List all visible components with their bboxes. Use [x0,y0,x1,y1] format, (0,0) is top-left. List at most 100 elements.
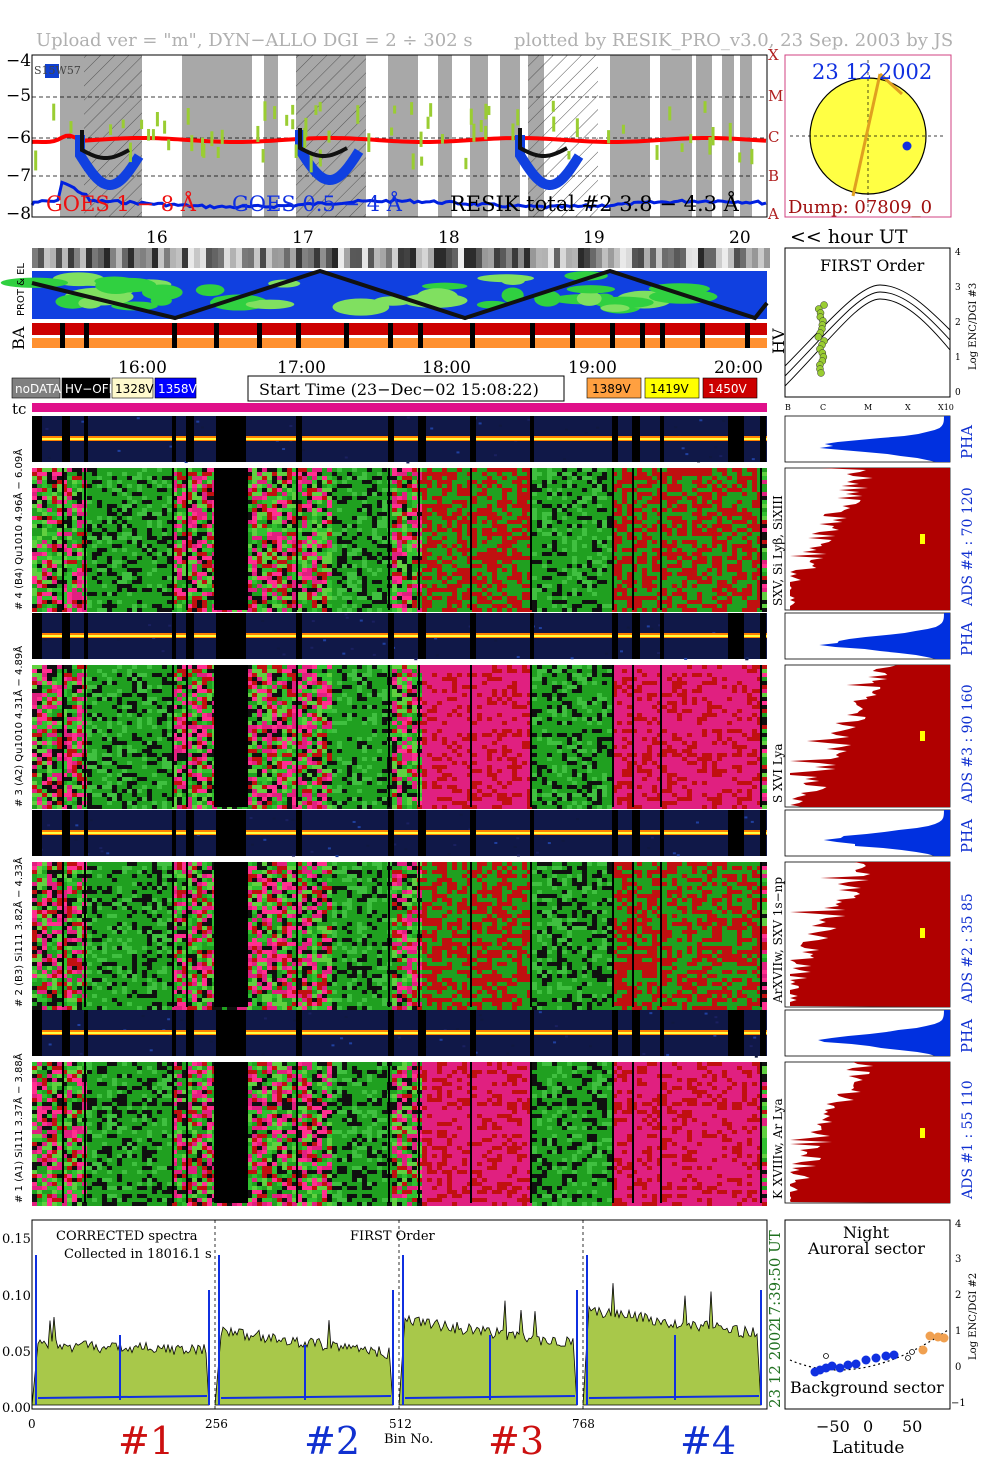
goes-ytick-0: −4 [6,51,31,71]
hour-tick-17: 17 [292,228,314,248]
channel-2: # 2 (B3) Si111 3.82Å − 4.33ÅPHAArXVIIw, … [12,810,976,1010]
label-ba: BA [9,326,28,350]
spectrum-collected: Collected in 18016.1 s [64,1247,212,1262]
header-plotted: plotted by RESIK_PRO_v3.0, 23 Sep. 2003 … [514,30,953,51]
channel-ads-2: ADS #2 : 35 85 [960,893,976,1004]
legend-label-left-2: 1328V [115,382,155,396]
legend-label-left-3: 1358V [158,382,198,396]
start-time: Start Time (23−Dec−02 15:08:22) [259,380,539,399]
channel-pha-1: PHA [958,1019,976,1053]
channel-ads-3: ADS #3 : 90 160 [960,684,976,804]
channel-lines-4: SXV, Si Lyβ, SiXIII [771,495,785,606]
time-tick-1600: 16:00 [118,358,167,378]
label-prot-el: PROT & EL [16,263,27,316]
lat-ytick-4: 4 [955,1219,961,1230]
latitude-panel: Night Auroral sector Background sector −… [785,1219,979,1458]
sun-date: 23 12 2002 [812,60,932,84]
legend-label-left-0: noDATA [15,382,62,396]
lat-title-auroral: Auroral sector [807,1239,925,1258]
label-tc: tc [12,400,26,418]
hour-tick-16: 16 [146,228,168,248]
fo-ytick-4: 4 [955,248,961,258]
lat-xtick-m50: −50 [816,1417,850,1436]
lat-ytick-1: 1 [955,1326,961,1337]
hour-tick-20: 20 [729,228,751,248]
goes-ytick-3: −7 [6,166,31,186]
spec-ytick-015: 0.15 [2,1232,31,1247]
spec-xlabel: Bin No. [384,1432,433,1447]
legend-label-right-2: 1450V [708,382,748,396]
fo-ytick-3: 3 [955,283,961,293]
orbit-panel: PROT & EL BA HV [1,248,788,354]
legend-goes-short: GOES 0.5 − 4 Å [232,191,403,216]
channel-lines-3: S XVI Lya [771,744,785,804]
spec-ytick-000: 0.00 [2,1401,31,1416]
channel-pha-4: PHA [958,425,976,459]
lat-ylabel: Log ENC/DGI #2 [968,1273,979,1360]
lat-ytick-m1: −1 [951,1398,966,1409]
channel-stack: # 4 (B4) Qu1010 4.96Å − 6.09Å PHA SXV, Si … [12,416,976,1206]
spec-ytick-005: 0.05 [2,1345,31,1360]
spec-ytick-010: 0.10 [2,1289,31,1304]
tc-bar [32,403,767,412]
spec-xtick-256: 256 [205,1417,228,1431]
goes-ytick-4: −8 [6,204,31,224]
lat-ytick-0: 0 [955,1362,961,1373]
channel-pha-3: PHA [958,622,976,656]
spectrum-panel: CORRECTED spectra Collected in 18016.1 s… [2,1220,784,1463]
sun-dump: Dump: 07809_0 [788,197,932,218]
lat-xlabel: Latitude [832,1438,904,1458]
goes-class-b: B [768,167,779,185]
channel-label-4: #4 [680,1419,736,1463]
legend-resik: RESIK total #2 3.8 − 4.3 Å [450,191,740,216]
goes-class-x: X [768,46,779,64]
channel-label-3: #3 [488,1419,544,1463]
hour-tick-19: 19 [583,228,605,248]
hour-axis: 16 17 18 19 20 << hour UT [146,226,908,248]
time-tick-1800: 18:00 [422,358,471,378]
lat-ytick-3: 3 [955,1254,961,1265]
spectrum-title: CORRECTED spectra [56,1229,198,1244]
fo-xtick-c: C [820,403,826,412]
time-tick-1700: 17:00 [277,358,326,378]
spec-date: 23 12 2002 [766,1322,784,1408]
channel-1: # 1 (A1) Si111 3.37Å − 3.88Å PHA K XVIIIw,… [12,1010,976,1206]
channel-label-1: #1 [118,1419,174,1463]
channel-4: # 4 (B4) Qu1010 4.96Å − 6.09Å PHA SXV, Si … [12,416,976,612]
fo-ytick-0: 0 [955,388,961,398]
legend-row: noDATA HV−OFF 1328V 1358V Start Time (23−De… [12,376,767,418]
lat-xtick-50: 50 [902,1417,922,1436]
legend-label-right-1: 1419V [650,382,690,396]
flare-location [903,142,912,151]
goes-class-c: C [768,128,779,146]
channel-3: # 3 (A2) Qu1010 4.31Å − 4.89Å PHA S XVI Ly… [12,613,976,809]
sun-disc-panel: 23 12 2002 Dump: 07809_0 [785,55,951,218]
spectrum-order: FIRST Order [350,1229,436,1244]
fo-ylabel: Log ENC/DGI #3 [968,283,979,370]
hour-tick-18: 18 [438,228,460,248]
channel-label-4: # 4 (B4) Qu1010 4.96Å − 6.09Å [12,449,25,610]
channel-ads-4: ADS #4 : 70 120 [960,487,976,607]
fo-xtick-m: M [864,403,872,412]
lat-title-background: Background sector [790,1378,944,1397]
lat-xtick-0: 0 [863,1417,873,1436]
channel-lines-1: K XVIIIw, Ar Lya [771,1098,785,1199]
legend-label-left-1: HV−OFF [65,382,116,396]
goes-ytick-2: −6 [6,128,31,148]
goes-ytick-1: −5 [6,86,31,106]
legend-label-right-0: 1389V [592,382,632,396]
first-order-title: FIRST Order [820,256,925,275]
channel-pha-2: PHA [958,819,976,853]
fo-xtick-x: X [905,403,911,412]
fo-ytick-2: 2 [955,318,961,328]
header-upload: Upload ver = "m", DYN−ALLO DGI = 2 ÷ 302… [36,30,473,51]
spec-xtick-768: 768 [572,1417,595,1431]
time-axis: 16:00 17:00 18:00 19:00 20:00 [118,358,763,378]
spec-time: 17:39:50 UT [766,1230,784,1325]
spec-xtick-0: 0 [28,1417,36,1431]
channel-label-1: # 1 (A1) Si111 3.37Å − 3.88Å [12,1053,25,1203]
channel-label-3: # 3 (A2) Qu1010 4.31Å − 4.89Å [12,646,25,807]
channel-lines-2: ArXVIIw, SXV 1s−np [771,877,785,1004]
